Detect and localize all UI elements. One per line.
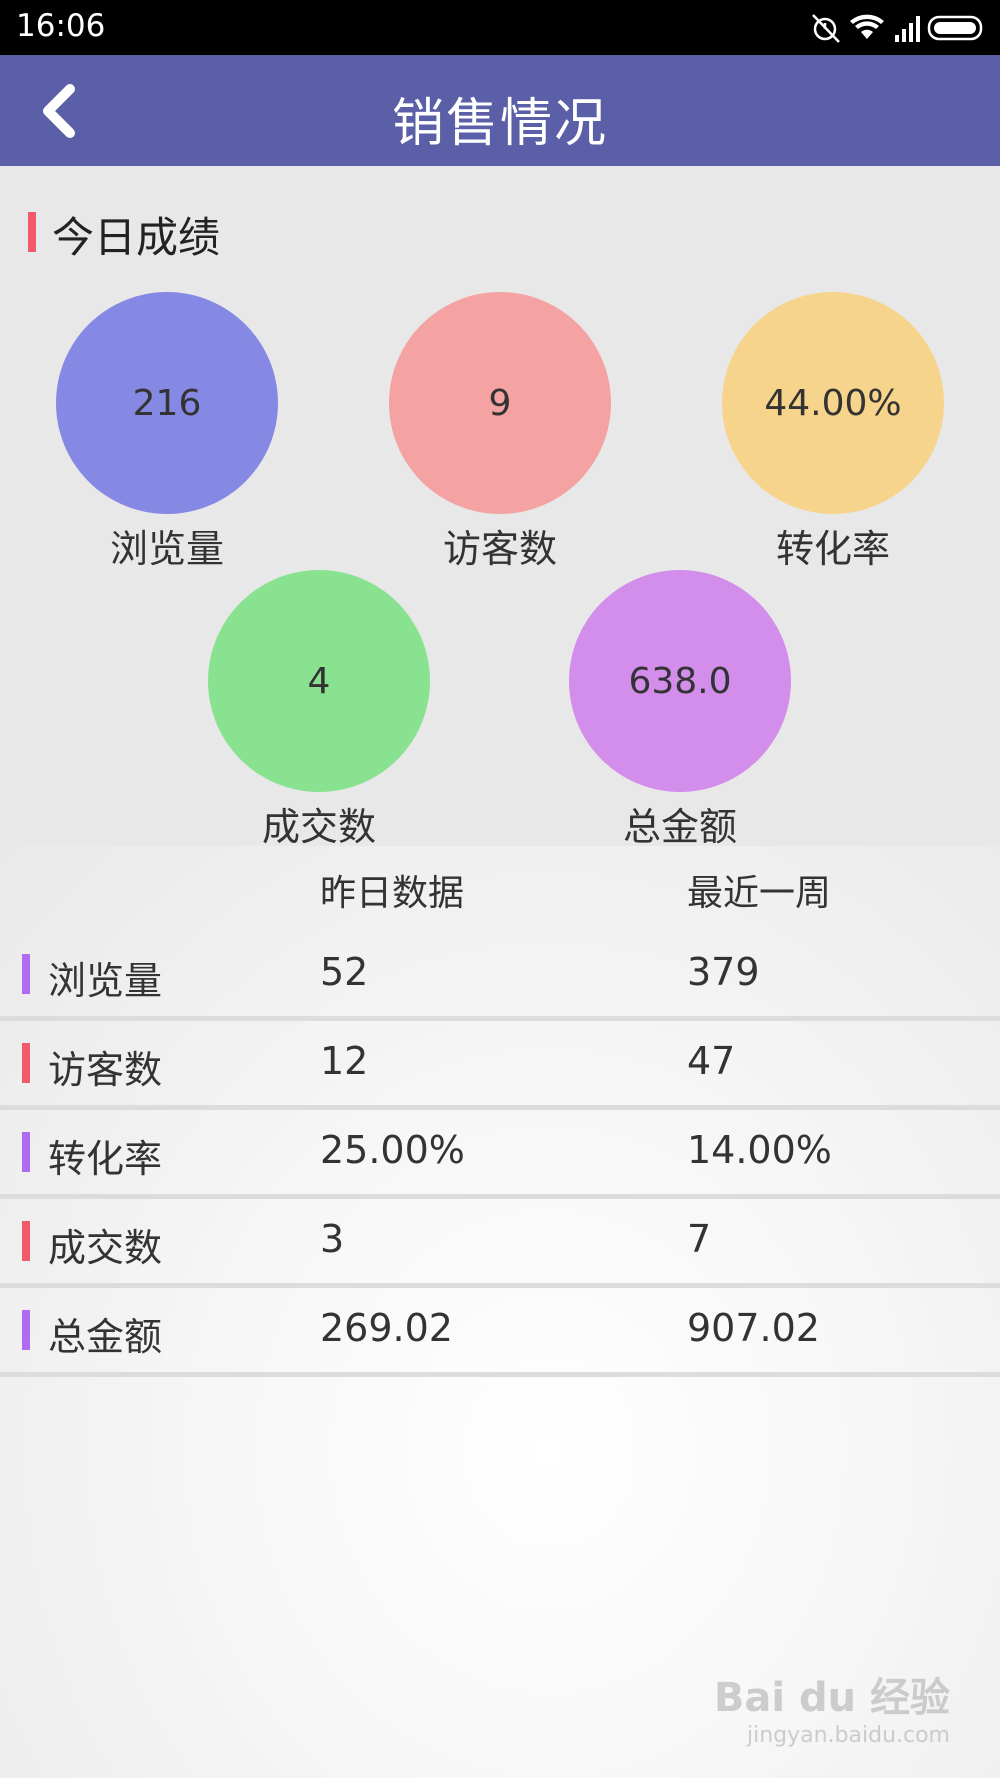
row-yesterday: 25.00% (320, 1128, 465, 1172)
metric-views: 216 浏览量 (56, 292, 278, 573)
table-row: 浏览量 52 379 (0, 932, 1000, 1021)
row-accent-bar (22, 1310, 30, 1350)
metric-label: 转化率 (775, 527, 890, 571)
row-week: 7 (687, 1217, 712, 1261)
watermark-brand: Bai du 经验 (713, 1675, 950, 1721)
watermark-site: jingyan.baidu.com (746, 1723, 950, 1748)
page-title: 销售情况 (391, 94, 608, 154)
status-time: 16:06 (16, 8, 106, 44)
signal-icon (895, 16, 920, 42)
row-yesterday: 269.02 (320, 1306, 453, 1350)
row-week: 14.00% (687, 1128, 832, 1172)
chevron-left-icon (43, 84, 75, 138)
table-header: 昨日数据 最近一周 (0, 846, 1000, 932)
section-title: 今日成绩 (52, 213, 221, 262)
metric-label: 总金额 (622, 805, 737, 849)
row-accent-bar (22, 1132, 30, 1172)
metric-orders: 4 成交数 (208, 570, 430, 851)
row-label: 浏览量 (48, 959, 163, 1003)
watermark: Bai du 经验 jingyan.baidu.com (714, 1665, 950, 1748)
table-row: 总金额 269.02 907.02 (0, 1288, 1000, 1377)
row-accent-bar (22, 1221, 30, 1261)
metric-label: 访客数 (442, 527, 557, 571)
today-section: 今日成绩 216 浏览量 9 访客数 44.00% 转化率 4 成交数 638.… (0, 166, 1000, 849)
metric-circle: 4 (208, 570, 430, 792)
row-accent-bar (22, 954, 30, 994)
metric-visitors: 9 访客数 (389, 292, 611, 573)
row-week: 907.02 (687, 1306, 820, 1350)
row-week: 379 (687, 950, 760, 994)
metric-circle: 44.00% (722, 292, 944, 514)
row-label: 成交数 (48, 1226, 163, 1270)
metric-amount: 638.0 总金额 (569, 570, 791, 851)
status-icons (811, 12, 986, 44)
header-week: 最近一周 (687, 873, 832, 914)
back-button[interactable] (38, 83, 84, 139)
alarm-off-icon (812, 14, 840, 43)
table-row: 转化率 25.00% 14.00% (0, 1110, 1000, 1199)
row-yesterday: 12 (320, 1039, 369, 1083)
table-row: 访客数 12 47 (0, 1021, 1000, 1110)
row-accent-bar (22, 1043, 30, 1083)
stats-table: 昨日数据 最近一周 浏览量 52 379 访客数 12 47 转化率 25.00… (0, 846, 1000, 1778)
row-label: 转化率 (48, 1137, 163, 1181)
row-label: 总金额 (48, 1315, 163, 1359)
metric-circle: 216 (56, 292, 278, 514)
metric-label: 成交数 (261, 805, 376, 849)
header-yesterday: 昨日数据 (320, 873, 465, 914)
metric-circle: 9 (389, 292, 611, 514)
row-week: 47 (687, 1039, 736, 1083)
row-yesterday: 3 (320, 1217, 345, 1261)
metric-conversion: 44.00% 转化率 (722, 292, 944, 573)
row-yesterday: 52 (320, 950, 369, 994)
battery-icon (927, 15, 983, 41)
metric-label: 浏览量 (109, 527, 224, 571)
metric-circle: 638.0 (569, 570, 791, 792)
wifi-icon (850, 14, 884, 39)
heading-accent-bar (28, 212, 36, 252)
row-label: 访客数 (48, 1048, 163, 1092)
status-bar: 16:06 (0, 0, 1000, 55)
table-row: 成交数 3 7 (0, 1199, 1000, 1288)
app-bar: 销售情况 (0, 55, 1000, 166)
